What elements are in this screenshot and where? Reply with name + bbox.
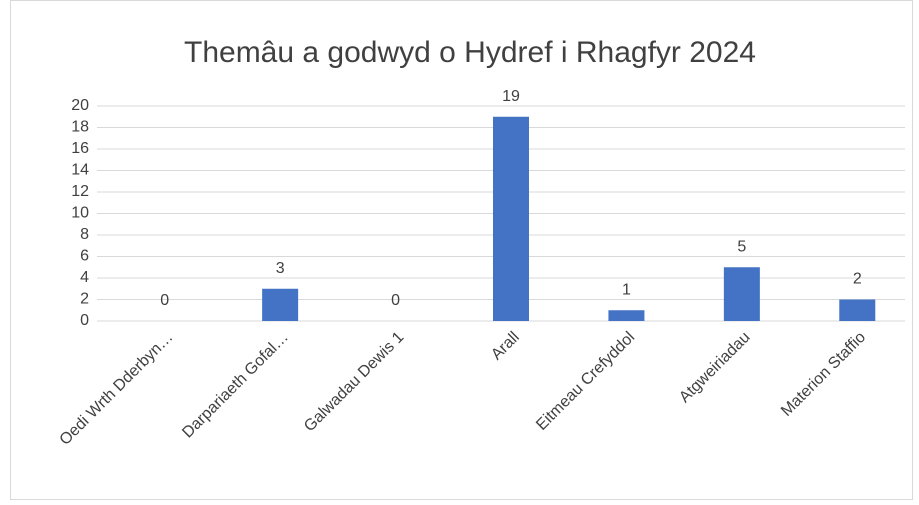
- y-tick-label: 10: [71, 205, 89, 222]
- data-label: 2: [853, 271, 862, 288]
- y-tick-label: 6: [80, 248, 89, 265]
- data-label: 5: [737, 238, 746, 255]
- data-label: 0: [391, 292, 400, 309]
- bar: [262, 288, 299, 321]
- bar: [723, 267, 760, 321]
- y-tick-label: 18: [71, 119, 89, 136]
- bar: [493, 116, 529, 321]
- chart-border: [10, 0, 913, 500]
- bar: [608, 310, 645, 321]
- y-tick-label: 16: [71, 140, 89, 157]
- y-tick-label: 20: [71, 97, 89, 114]
- y-tick-label: 14: [71, 162, 89, 179]
- y-tick-label: 4: [80, 269, 89, 286]
- data-label: 3: [276, 260, 285, 277]
- data-label: 19: [502, 88, 520, 105]
- y-tick-label: 2: [80, 291, 89, 308]
- chart-title: Themâu a godwyd o Hydref i Rhagfyr 2024: [184, 36, 756, 69]
- y-tick-label: 8: [80, 226, 89, 243]
- bar: [839, 299, 876, 321]
- data-label: 1: [622, 281, 631, 298]
- y-tick-label: 12: [71, 183, 89, 200]
- data-label: 0: [160, 292, 169, 309]
- y-tick-label: 0: [80, 312, 89, 329]
